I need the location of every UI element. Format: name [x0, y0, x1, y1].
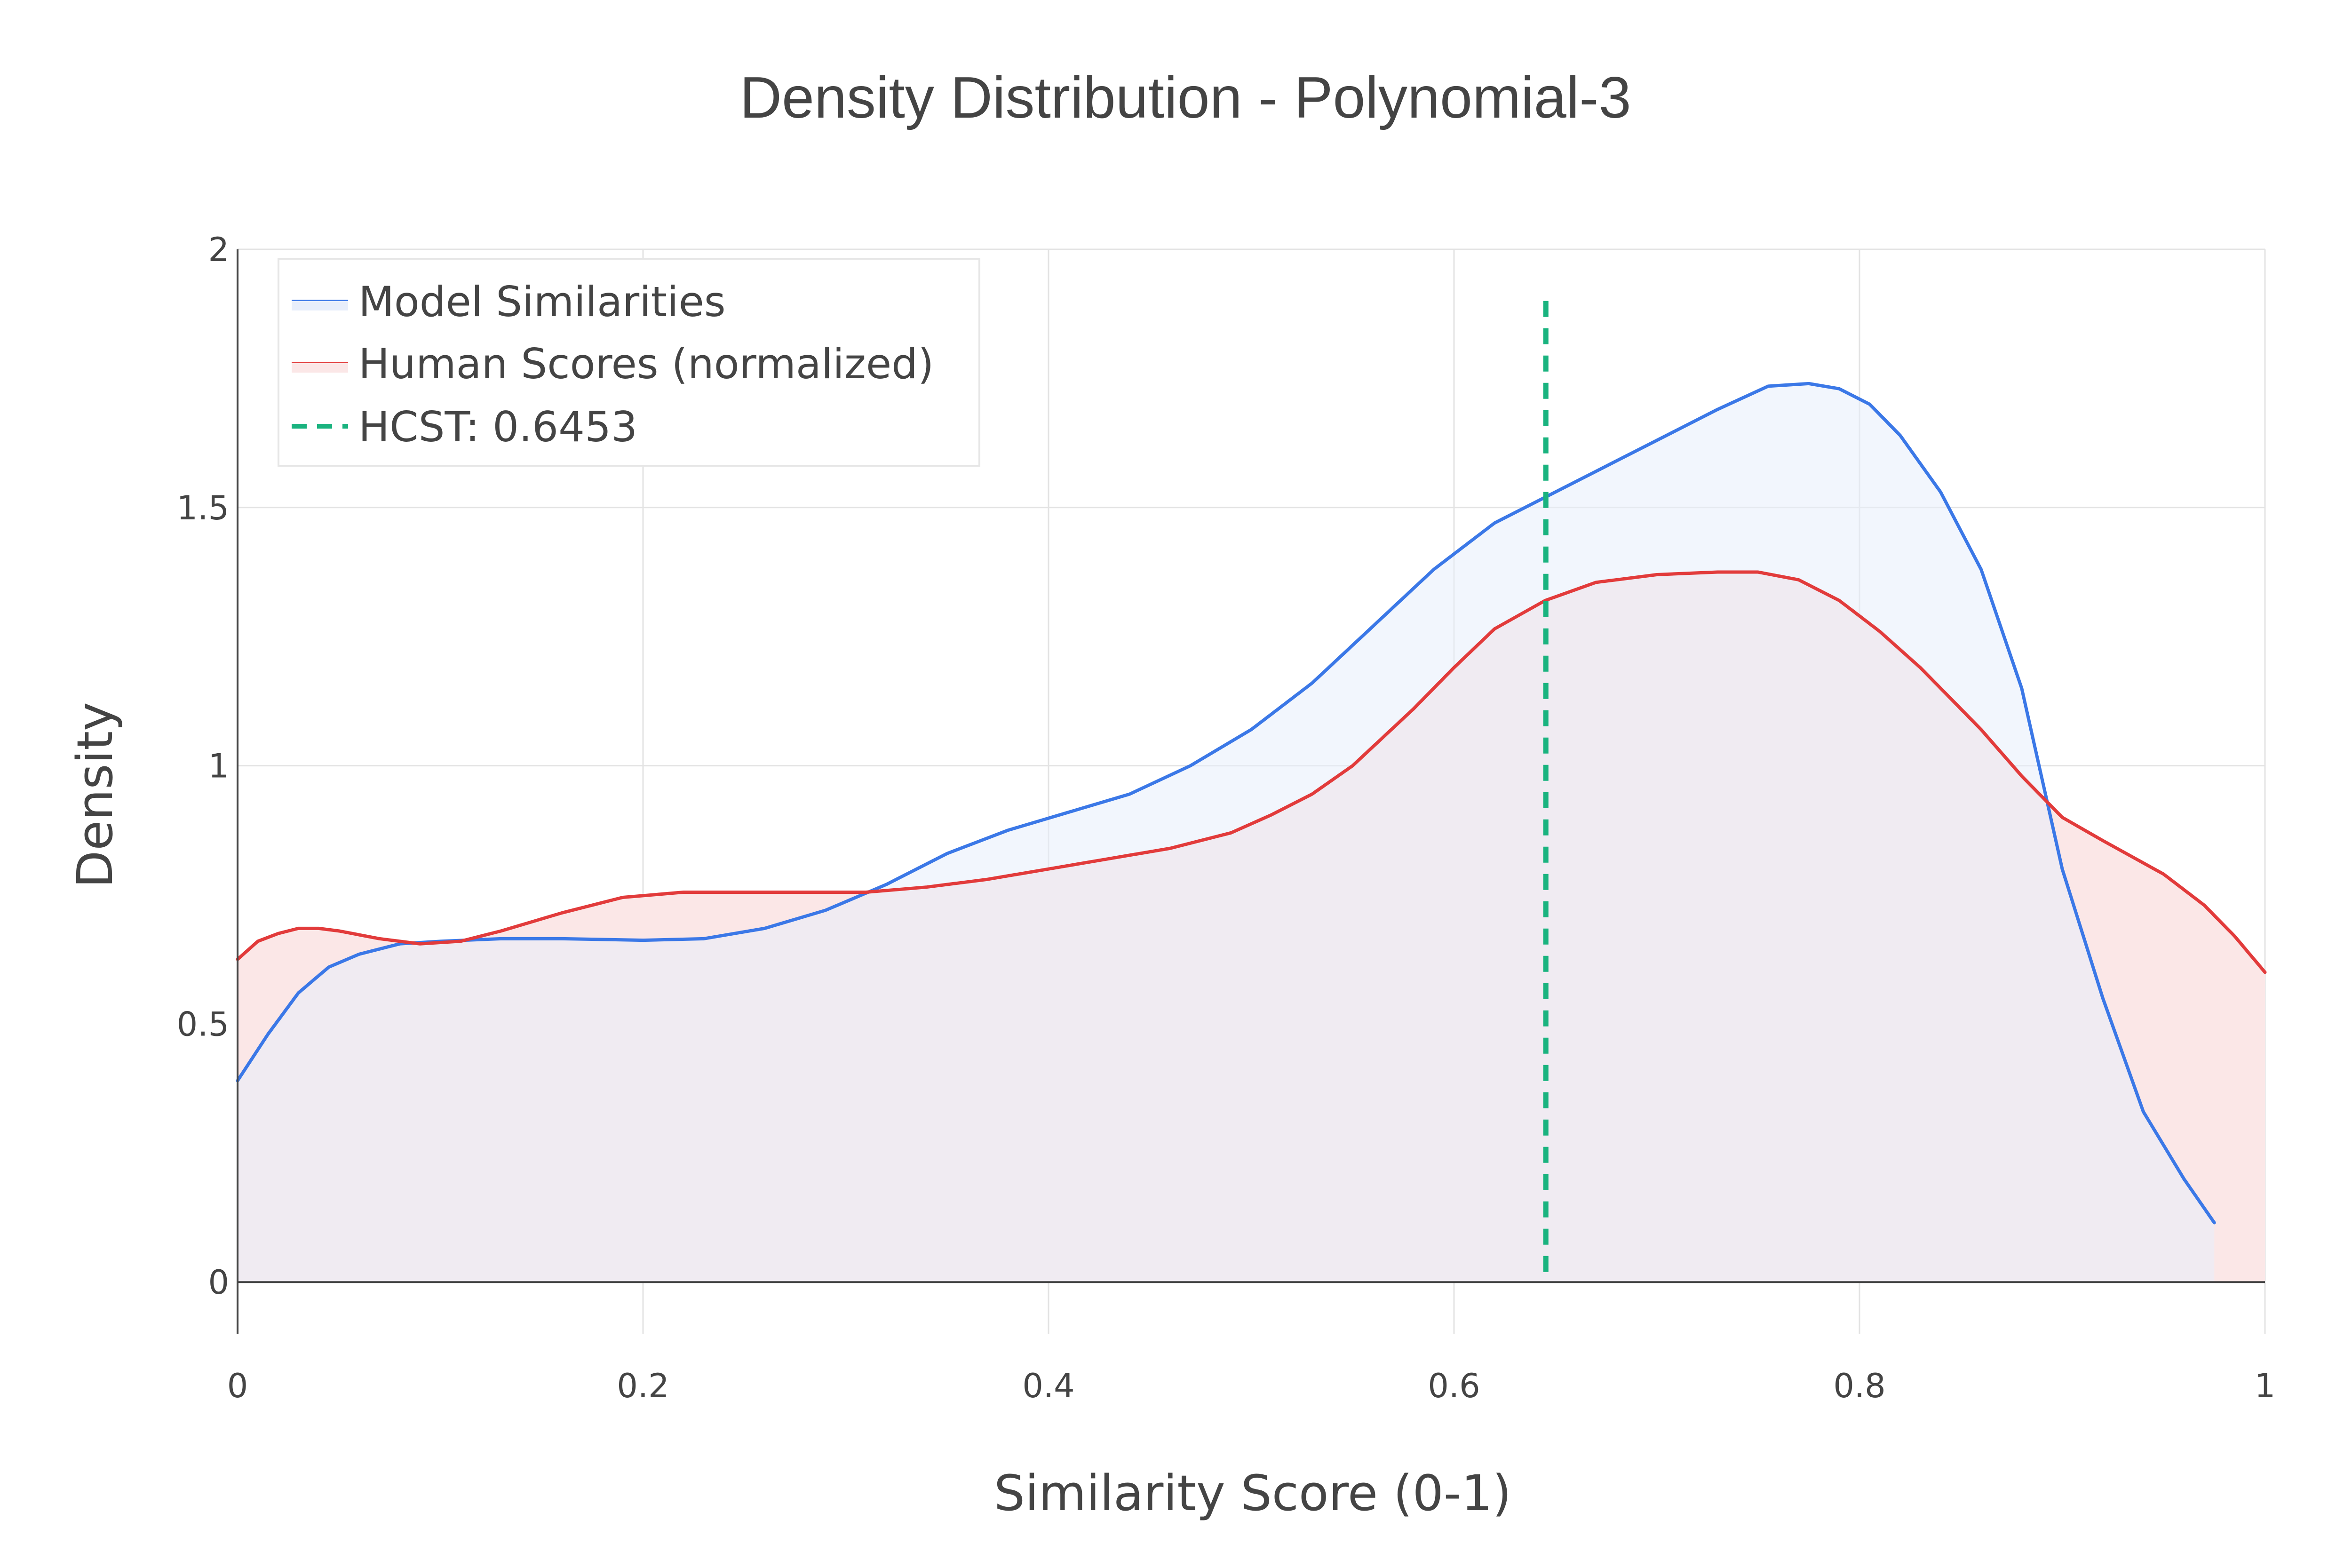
legend-fill-model: [292, 301, 348, 310]
y-tick-label: 2: [208, 231, 229, 269]
axes: [237, 249, 2265, 1334]
y-tick-label: 1: [208, 747, 229, 786]
legend-item-human[interactable]: Human Scores (normalized): [292, 340, 934, 388]
y-axis-title: Density: [66, 702, 124, 888]
series-line-0[interactable]: [236, 382, 2216, 1225]
y-tick-label: 0.5: [177, 1005, 229, 1043]
tick-labels: 0 0.2 0.4 0.6 0.8 1 0 0.5 1 1.5 2: [177, 231, 2276, 1405]
legend-label-human: Human Scores (normalized): [358, 340, 934, 388]
x-tick-label: 1: [2255, 1367, 2276, 1405]
legend[interactable]: Model Similarities Human Scores (normali…: [278, 258, 980, 467]
x-tick-label: 0.4: [1022, 1367, 1074, 1405]
x-tick-label: 0: [227, 1367, 248, 1405]
x-tick-label: 0.8: [1833, 1367, 1885, 1405]
legend-fill-human: [292, 363, 348, 373]
legend-label-hcst: HCST: 0.6453: [358, 403, 637, 451]
x-tick-label: 0.2: [617, 1367, 669, 1405]
series-line-1[interactable]: [236, 570, 2267, 974]
legend-box: [278, 258, 980, 467]
x-axis-title: Similarity Score (0-1): [994, 1465, 1511, 1522]
chart-title: Density Distribution - Polynomial-3: [739, 65, 1631, 130]
legend-item-hcst[interactable]: HCST: 0.6453: [292, 403, 637, 451]
y-tick-label: 0: [208, 1263, 229, 1302]
y-tick-label: 1.5: [177, 489, 229, 527]
x-tick-label: 0.6: [1428, 1367, 1480, 1405]
legend-label-model: Model Similarities: [358, 278, 726, 326]
legend-item-model[interactable]: Model Similarities: [292, 278, 726, 326]
series-lines: [236, 382, 2267, 1225]
